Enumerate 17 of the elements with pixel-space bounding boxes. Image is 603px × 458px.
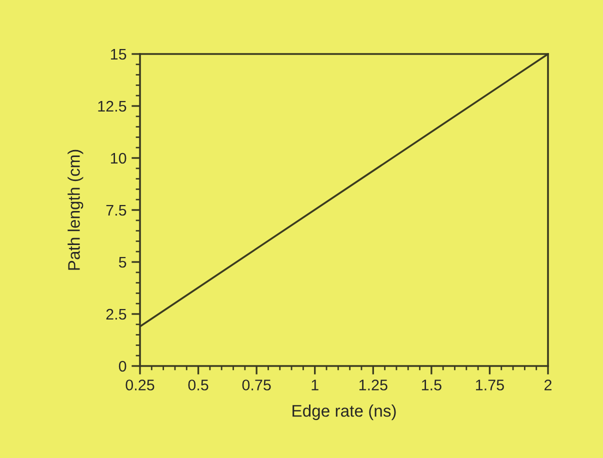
x-axis-title: Edge rate (ns) [292,404,396,420]
y-tick-label: 0 [118,360,126,372]
x-tick-label: 0.5 [188,380,208,390]
x-tick-label: 2 [544,380,552,390]
y-tick-label: 15 [110,49,126,60]
x-tick-label: 1.5 [422,380,442,390]
y-axis-title: Path length (cm) [68,150,84,270]
y-tick-label: 12.5 [98,100,126,112]
y-tick-label: 10 [110,152,126,164]
x-tick-label: 0.75 [242,380,271,390]
x-tick-label: 1 [312,380,318,390]
y-tick-label: 2.5 [106,308,126,320]
y-tick-label: 7.5 [106,205,126,216]
x-tick-label: 1.25 [359,380,388,390]
x-tick-label: 1.75 [476,380,504,390]
x-tick-label: 0.25 [126,380,154,390]
y-tick-label: 5 [118,257,126,268]
